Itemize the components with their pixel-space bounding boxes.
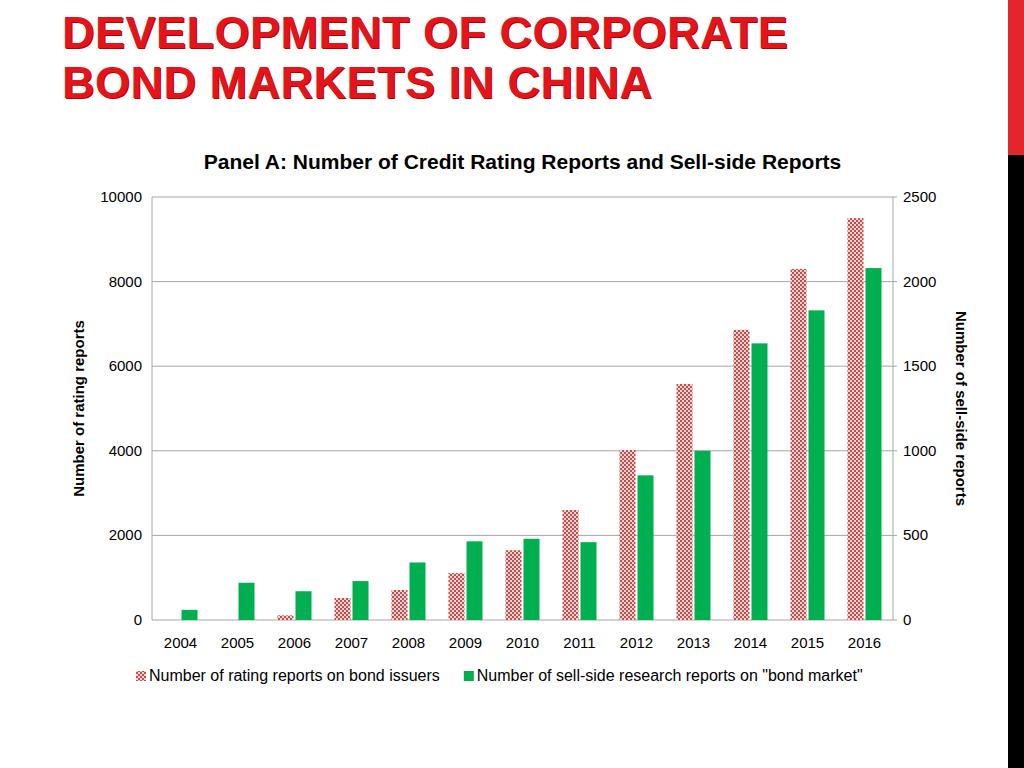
x-tick-label: 2016 — [848, 634, 881, 651]
y2-tick — [893, 450, 897, 451]
x-tick-label: 2006 — [278, 634, 311, 651]
bar — [335, 598, 351, 620]
bar — [677, 384, 693, 620]
bar — [392, 590, 408, 620]
bar — [695, 451, 711, 620]
x-tick-label: 2015 — [791, 634, 824, 651]
legend: Number of rating reports on bond issuers… — [136, 667, 863, 684]
bar — [791, 269, 807, 620]
bar — [353, 581, 369, 620]
chart: Panel A: Number of Credit Rating Reports… — [0, 0, 1024, 768]
y2-tick — [893, 281, 897, 282]
bar — [638, 475, 654, 620]
bar — [752, 343, 768, 620]
y-tick-label: 4000 — [109, 442, 142, 459]
bar — [164, 620, 180, 621]
legend-label: Number of rating reports on bond issuers — [149, 667, 440, 684]
y2-tick-label: 500 — [903, 526, 928, 543]
x-tick-label: 2014 — [734, 634, 767, 651]
bar — [182, 610, 198, 620]
bar — [296, 591, 312, 620]
y2-tick — [893, 535, 897, 536]
y2-tick-label: 0 — [903, 611, 911, 628]
decor-strip — [1008, 0, 1024, 155]
x-tick-label: 2008 — [392, 634, 425, 651]
x-tick-label: 2004 — [164, 634, 197, 651]
bar — [734, 330, 750, 620]
y2-tick — [893, 620, 897, 621]
legend-label: Number of sell-side research reports on … — [477, 667, 863, 684]
bar — [848, 218, 864, 620]
bar — [467, 541, 483, 620]
bar — [449, 573, 465, 620]
bar — [524, 539, 540, 620]
x-tick-label: 2010 — [506, 634, 539, 651]
y2-tick-label: 1000 — [903, 442, 936, 459]
y2-tick-label: 2000 — [903, 273, 936, 290]
x-tick-label: 2013 — [677, 634, 710, 651]
y2-tick-label: 2500 — [903, 188, 936, 205]
y2-axis-title: Number of sell-side reports — [953, 311, 970, 506]
y-axis-title: Number of rating reports — [70, 320, 87, 497]
bar — [221, 620, 237, 621]
bar — [410, 562, 426, 620]
y2-tick — [893, 197, 897, 198]
x-tick-label: 2011 — [563, 634, 595, 651]
bars — [182, 218, 882, 620]
y-tick-label: 2000 — [109, 526, 142, 543]
x-tick-label: 2007 — [335, 634, 368, 651]
bar — [581, 542, 597, 620]
legend-swatch — [464, 671, 474, 681]
y-axis-line — [152, 197, 153, 620]
grid-line — [152, 281, 893, 282]
grid-line — [152, 620, 893, 621]
y-tick-label: 0 — [134, 611, 142, 628]
bar — [620, 450, 636, 620]
decor-strip — [1008, 155, 1024, 768]
grid-line — [152, 366, 893, 367]
bar — [239, 583, 255, 620]
x-tick-label: 2009 — [449, 634, 482, 651]
bar — [278, 615, 294, 620]
x-tick-label: 2012 — [620, 634, 653, 651]
bar — [563, 510, 579, 620]
y-tick-label: 6000 — [109, 357, 142, 374]
chart-title: Panel A: Number of Credit Rating Reports… — [204, 150, 841, 173]
grid-line — [152, 535, 893, 536]
x-tick-label: 2005 — [221, 634, 254, 651]
bar — [809, 310, 825, 620]
bar — [866, 268, 882, 620]
y-tick-label: 10000 — [100, 188, 142, 205]
legend-swatch — [136, 671, 146, 681]
bar — [506, 550, 522, 620]
y2-tick-label: 1500 — [903, 357, 936, 374]
y2-tick — [893, 366, 897, 367]
y2-axis-line — [893, 197, 894, 620]
slide-title: DEVELOPMENT OF CORPORATE BOND MARKETS IN… — [62, 8, 862, 108]
grid-line — [152, 450, 893, 451]
grid-line — [152, 197, 893, 198]
y-tick-label: 8000 — [109, 273, 142, 290]
